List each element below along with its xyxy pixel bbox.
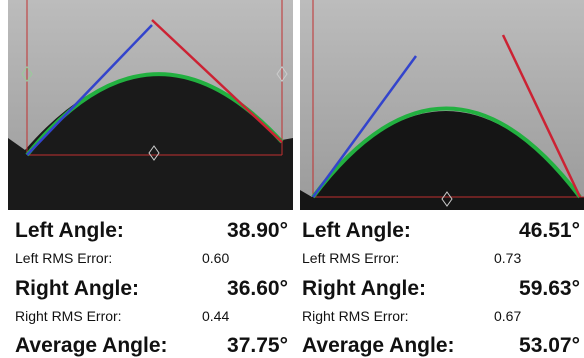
left-angle-label: Left Angle:	[15, 219, 124, 242]
left-rms-label: Left RMS Error:	[15, 250, 112, 266]
right-angle-label: Right Angle:	[15, 277, 139, 300]
screen: Left Angle: 38.90° Left RMS Error: 0.60 Righ…	[0, 0, 584, 358]
drop-image-left	[8, 0, 293, 210]
right-rms-label: Right RMS Error:	[15, 308, 122, 324]
right-rms-value: 0.67	[494, 308, 521, 324]
right-rms-label: Right RMS Error:	[302, 308, 409, 324]
left-rms-value: 0.73	[494, 250, 521, 266]
page: Left Angle: 38.90° Left RMS Error: 0.60 Righ…	[0, 0, 584, 358]
left-rms-label: Left RMS Error:	[302, 250, 399, 266]
left-angle-label: Left Angle:	[302, 219, 411, 242]
average-angle-label: Average Angle:	[15, 334, 168, 357]
average-angle-label: Average Angle:	[302, 334, 455, 357]
measurements: Left Angle: 38.90° Left RMS Error: 0.60 Righ…	[15, 219, 580, 357]
average-angle-value: 37.75°	[227, 334, 288, 357]
drop-image-right	[300, 0, 584, 210]
right-angle-label: Right Angle:	[302, 277, 426, 300]
left-rms-value: 0.60	[202, 250, 229, 266]
right-angle-value: 59.63°	[519, 277, 580, 300]
right-rms-value: 0.44	[202, 308, 229, 324]
average-angle-value: 53.07°	[519, 334, 580, 357]
left-angle-value: 46.51°	[519, 219, 580, 242]
right-angle-value: 36.60°	[227, 277, 288, 300]
left-angle-value: 38.90°	[227, 219, 288, 242]
